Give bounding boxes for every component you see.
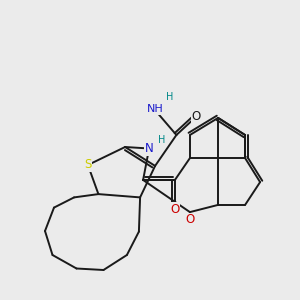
Text: S: S xyxy=(84,158,92,172)
Text: N: N xyxy=(145,142,154,155)
Text: O: O xyxy=(185,213,194,226)
Text: NH: NH xyxy=(147,104,164,115)
Text: O: O xyxy=(170,203,179,216)
Text: H: H xyxy=(166,92,173,102)
Text: O: O xyxy=(192,110,201,123)
Text: H: H xyxy=(158,135,165,145)
